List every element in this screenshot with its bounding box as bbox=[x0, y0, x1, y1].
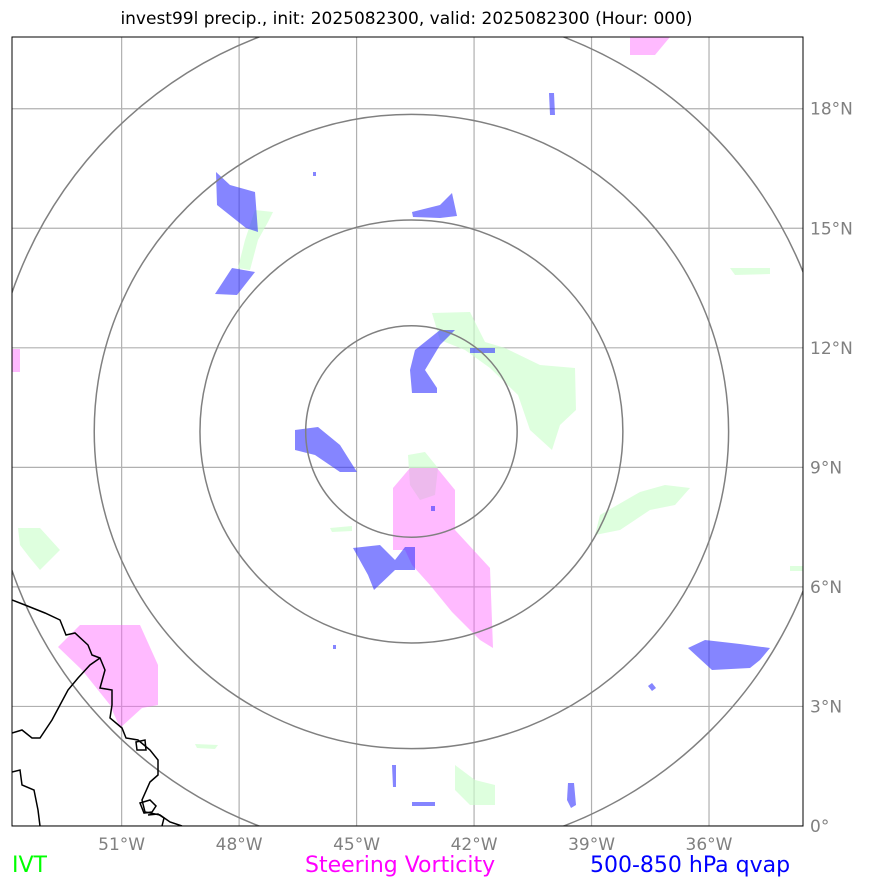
coastline-mainland bbox=[12, 599, 183, 826]
range-ring bbox=[93, 113, 730, 750]
y-tick-label: 15°N bbox=[810, 219, 853, 239]
qvap-area bbox=[648, 683, 656, 691]
legend-steering-vorticity: Steering Vorticity bbox=[305, 853, 496, 878]
qvap-area bbox=[295, 427, 357, 472]
y-axis-ticks: 0° 3°N 6°N 9°N 12°N 15°N 18°N bbox=[810, 100, 853, 837]
graticule bbox=[12, 37, 803, 826]
plot-background bbox=[12, 37, 803, 826]
range-ring bbox=[199, 219, 624, 644]
x-tick-label: 42°W bbox=[451, 835, 498, 855]
y-tick-label: 0° bbox=[810, 817, 829, 837]
vorticity-layer bbox=[12, 37, 670, 728]
x-tick-label: 51°W bbox=[98, 835, 145, 855]
y-tick-label: 9°N bbox=[810, 458, 842, 478]
y-tick-label: 6°N bbox=[810, 578, 842, 598]
x-tick-label: 45°W bbox=[333, 835, 380, 855]
ivt-area bbox=[18, 528, 60, 570]
range-rings bbox=[12, 37, 803, 826]
coastline-mainland bbox=[12, 657, 101, 739]
ivt-area bbox=[330, 526, 352, 532]
qvap-area bbox=[688, 640, 770, 670]
legend-ivt: IVT bbox=[12, 853, 47, 878]
plot-frame bbox=[11, 36, 804, 827]
qvap-area bbox=[215, 268, 255, 295]
x-tick-label: 48°W bbox=[216, 835, 263, 855]
coastline-island bbox=[138, 799, 157, 814]
vorticity-area bbox=[630, 37, 670, 55]
vorticity-area bbox=[393, 468, 493, 648]
coastline-island bbox=[147, 813, 165, 826]
legend-qvap: 500-850 hPa qvap bbox=[590, 853, 791, 878]
vorticity-area bbox=[12, 349, 20, 372]
x-tick-label: 39°W bbox=[568, 835, 615, 855]
qvap-area bbox=[313, 172, 316, 176]
y-tick-label: 3°N bbox=[810, 697, 842, 717]
qvap-area bbox=[216, 172, 258, 232]
range-ring bbox=[304, 325, 518, 538]
qvap-area bbox=[431, 506, 435, 511]
ivt-area bbox=[238, 210, 273, 270]
qvap-area bbox=[353, 545, 415, 590]
qvap-area bbox=[333, 645, 336, 649]
ivt-area bbox=[730, 268, 770, 275]
ivt-area bbox=[455, 765, 495, 805]
qvap-layer bbox=[215, 93, 770, 808]
ivt-area bbox=[790, 566, 803, 571]
ivt-area bbox=[595, 485, 690, 535]
y-tick-label: 12°N bbox=[810, 339, 853, 359]
coastline-interior bbox=[12, 769, 41, 826]
map-title: invest99l precip., init: 2025082300, val… bbox=[120, 9, 693, 29]
vorticity-area bbox=[58, 625, 158, 728]
coastline-island bbox=[135, 739, 147, 751]
ivt-area bbox=[195, 744, 218, 749]
qvap-area bbox=[410, 330, 455, 393]
x-tick-label: 36°W bbox=[686, 835, 733, 855]
qvap-area bbox=[412, 802, 435, 806]
qvap-area bbox=[549, 93, 555, 115]
qvap-area bbox=[470, 348, 495, 353]
x-axis-ticks: 51°W 48°W 45°W 42°W 39°W 36°W bbox=[98, 835, 733, 855]
ivt-area bbox=[408, 452, 438, 500]
qvap-area bbox=[567, 783, 576, 808]
y-tick-label: 18°N bbox=[810, 100, 853, 120]
qvap-area bbox=[392, 765, 396, 787]
coastline bbox=[12, 599, 183, 826]
qvap-area bbox=[412, 193, 457, 218]
